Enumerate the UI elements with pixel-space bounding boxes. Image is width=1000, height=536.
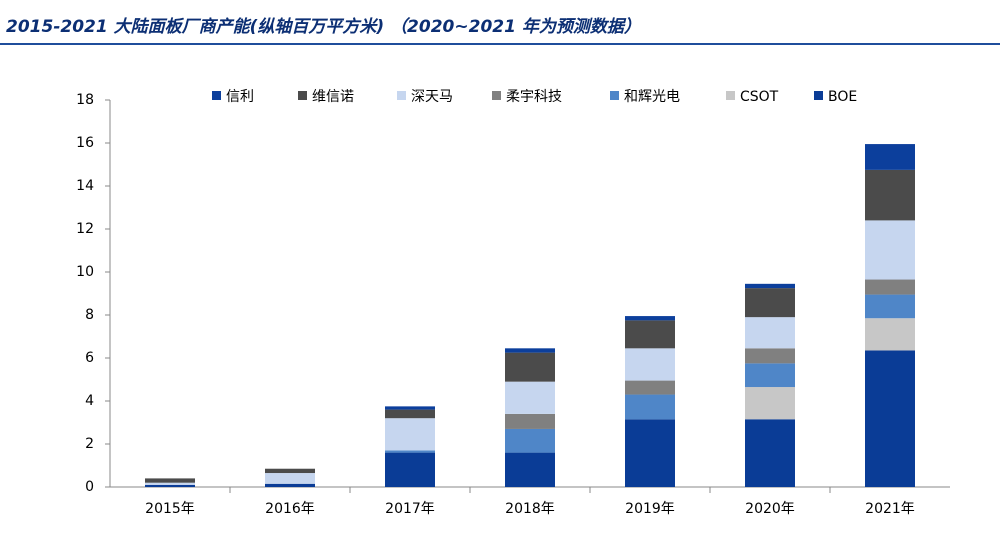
bar-segment bbox=[865, 169, 915, 221]
bar-segment bbox=[385, 418, 435, 451]
x-tick-label: 2020年 bbox=[745, 501, 795, 517]
bar-segment bbox=[505, 381, 555, 414]
bar-segment bbox=[745, 283, 795, 289]
bar-segment bbox=[745, 288, 795, 318]
bar-segment bbox=[745, 363, 795, 388]
legend-swatch bbox=[726, 91, 735, 100]
legend-label: BOE bbox=[828, 89, 857, 105]
x-tick-label: 2019年 bbox=[625, 501, 675, 517]
y-tick-label: 14 bbox=[76, 178, 94, 194]
bar-segment bbox=[145, 482, 195, 485]
y-tick-label: 16 bbox=[76, 135, 94, 151]
legend-label: 柔宇科技 bbox=[506, 89, 562, 105]
bar-segment bbox=[625, 419, 675, 487]
legend-label: 信利 bbox=[226, 89, 254, 105]
legend-swatch bbox=[610, 91, 619, 100]
bar-segment bbox=[385, 406, 435, 410]
bar-segment bbox=[265, 483, 315, 487]
bar-segment bbox=[265, 473, 315, 484]
x-tick-label: 2021年 bbox=[865, 501, 915, 517]
bar-segment bbox=[865, 294, 915, 319]
y-tick-label: 6 bbox=[85, 350, 94, 366]
legend-swatch bbox=[212, 91, 221, 100]
y-tick-label: 0 bbox=[85, 479, 94, 495]
legend-swatch bbox=[492, 91, 501, 100]
x-tick-label: 2017年 bbox=[385, 501, 435, 517]
y-tick-label: 12 bbox=[76, 221, 94, 237]
bar-segment bbox=[385, 450, 435, 453]
bar-segment bbox=[265, 468, 315, 474]
bar-segment bbox=[745, 348, 795, 364]
bar-segment bbox=[865, 144, 915, 170]
bar-segment bbox=[505, 352, 555, 382]
legend-swatch bbox=[298, 91, 307, 100]
bar-segment bbox=[625, 316, 675, 321]
y-tick-label: 2 bbox=[85, 436, 94, 452]
legend-label: 维信诺 bbox=[312, 89, 354, 105]
bar-segment bbox=[865, 279, 915, 295]
bar-segment bbox=[145, 484, 195, 487]
title-rule bbox=[0, 43, 1000, 45]
bar-segment bbox=[865, 220, 915, 280]
bar-segment bbox=[865, 350, 915, 487]
legend-label: 和辉光电 bbox=[624, 89, 680, 105]
bar-segment bbox=[745, 419, 795, 487]
y-tick-label: 18 bbox=[76, 92, 94, 108]
bar-segment bbox=[625, 394, 675, 420]
bar-segment bbox=[505, 428, 555, 453]
bar-segment bbox=[385, 452, 435, 487]
y-tick-label: 10 bbox=[76, 264, 94, 280]
y-tick-label: 8 bbox=[85, 307, 94, 323]
legend-swatch bbox=[397, 91, 406, 100]
legend-label: 深天马 bbox=[411, 89, 453, 105]
bar-segment bbox=[505, 452, 555, 487]
bar-segment bbox=[145, 478, 195, 483]
bar-segment bbox=[745, 317, 795, 349]
legend-swatch bbox=[814, 91, 823, 100]
bar-segment bbox=[625, 348, 675, 381]
x-tick-label: 2016年 bbox=[265, 501, 315, 517]
x-tick-label: 2015年 bbox=[145, 501, 195, 517]
y-tick-label: 4 bbox=[85, 393, 94, 409]
bar-segment bbox=[505, 348, 555, 353]
bar-segment bbox=[865, 318, 915, 351]
chart-title: 2015-2021 大陆面板厂商产能(纵轴百万平方米) （2020~2021 年… bbox=[6, 17, 641, 37]
bar-segment bbox=[505, 413, 555, 429]
x-tick-label: 2018年 bbox=[505, 501, 555, 517]
legend-label: CSOT bbox=[740, 89, 779, 105]
bar-segment bbox=[385, 409, 435, 419]
bar-segment bbox=[745, 387, 795, 420]
bar-segment bbox=[625, 320, 675, 349]
bar-segment bbox=[625, 380, 675, 395]
